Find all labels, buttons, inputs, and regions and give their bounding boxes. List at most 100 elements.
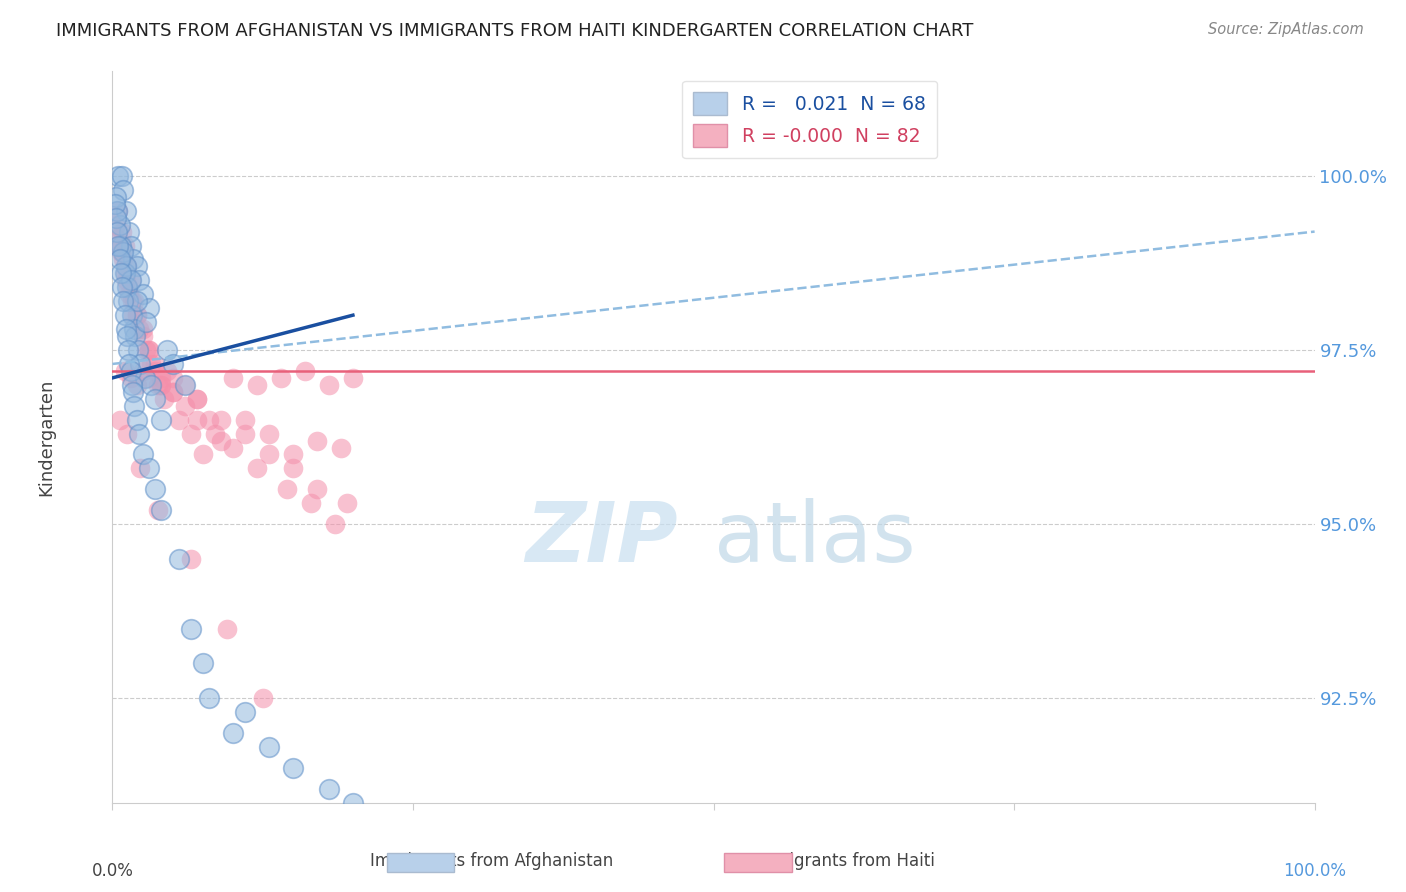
Point xyxy=(115,426,138,441)
Point xyxy=(162,357,184,371)
Point xyxy=(336,496,359,510)
Point xyxy=(114,260,136,274)
Point xyxy=(305,483,328,497)
Point xyxy=(114,266,136,280)
Point xyxy=(131,329,153,343)
Point xyxy=(186,392,208,406)
Point xyxy=(149,503,172,517)
Point xyxy=(149,377,172,392)
Point xyxy=(125,294,148,309)
Point xyxy=(180,426,202,441)
Point xyxy=(105,190,128,204)
Point xyxy=(108,412,131,426)
Point xyxy=(173,377,195,392)
Point xyxy=(128,322,150,336)
Point xyxy=(138,343,160,357)
Point xyxy=(143,357,166,371)
Point xyxy=(138,371,160,385)
Text: atlas: atlas xyxy=(713,498,915,579)
Point xyxy=(215,622,238,636)
Point xyxy=(173,377,195,392)
Point xyxy=(114,308,136,322)
Point xyxy=(120,273,142,287)
Point xyxy=(155,364,177,378)
Point xyxy=(197,691,219,706)
Point xyxy=(125,308,148,322)
Point xyxy=(107,238,129,252)
Point xyxy=(122,399,145,413)
Point xyxy=(139,377,162,392)
Point xyxy=(180,622,202,636)
Point xyxy=(135,343,157,357)
Point xyxy=(112,294,135,309)
Legend: R =   0.021  N = 68, R = -0.000  N = 82: R = 0.021 N = 68, R = -0.000 N = 82 xyxy=(682,81,938,159)
Point xyxy=(276,483,298,497)
Point xyxy=(118,357,141,371)
Point xyxy=(107,203,129,218)
Point xyxy=(143,483,166,497)
Point xyxy=(180,552,202,566)
Point xyxy=(270,371,292,385)
Point xyxy=(104,196,127,211)
Point xyxy=(281,461,304,475)
Point xyxy=(121,377,143,392)
Point xyxy=(135,315,157,329)
Point xyxy=(246,377,269,392)
Point xyxy=(294,364,316,378)
Text: Immigrants from Afghanistan: Immigrants from Afghanistan xyxy=(370,852,614,870)
Point xyxy=(146,503,169,517)
Point xyxy=(139,357,162,371)
Point xyxy=(131,322,153,336)
Point xyxy=(257,426,280,441)
Point xyxy=(257,448,280,462)
Point xyxy=(120,238,142,252)
Point xyxy=(233,412,256,426)
Point xyxy=(120,364,142,378)
Point xyxy=(342,796,364,810)
Point xyxy=(233,705,256,719)
Point xyxy=(117,294,139,309)
Point xyxy=(117,343,139,357)
Text: IMMIGRANTS FROM AFGHANISTAN VS IMMIGRANTS FROM HAITI KINDERGARTEN CORRELATION CH: IMMIGRANTS FROM AFGHANISTAN VS IMMIGRANT… xyxy=(56,22,973,40)
Point xyxy=(115,329,138,343)
Text: 100.0%: 100.0% xyxy=(1284,862,1346,880)
Point xyxy=(318,377,340,392)
Point xyxy=(105,225,128,239)
Point xyxy=(149,412,172,426)
Point xyxy=(155,343,177,357)
Point xyxy=(105,211,128,225)
Point xyxy=(131,287,153,301)
Point xyxy=(138,461,160,475)
Point xyxy=(114,322,136,336)
Point xyxy=(162,371,184,385)
Point xyxy=(105,218,128,232)
Point xyxy=(162,384,184,399)
Point xyxy=(110,238,132,252)
Point xyxy=(167,552,190,566)
Point xyxy=(121,308,143,322)
Point xyxy=(305,434,328,448)
Point xyxy=(222,371,245,385)
Point xyxy=(233,426,256,441)
Point xyxy=(138,301,160,316)
Point xyxy=(173,399,195,413)
Point xyxy=(131,364,153,378)
Point xyxy=(134,371,156,385)
Point xyxy=(281,761,304,775)
Text: 0.0%: 0.0% xyxy=(91,862,134,880)
Point xyxy=(114,238,136,252)
Point xyxy=(186,392,208,406)
Point xyxy=(204,426,226,441)
Point xyxy=(128,273,150,287)
Point xyxy=(191,657,214,671)
Point xyxy=(110,245,132,260)
Point xyxy=(112,245,135,260)
Point xyxy=(323,517,346,532)
Point xyxy=(118,287,141,301)
Point xyxy=(114,266,136,280)
Point xyxy=(111,169,134,183)
Point xyxy=(108,252,131,267)
Point xyxy=(125,412,148,426)
Point xyxy=(114,203,136,218)
Point xyxy=(125,260,148,274)
